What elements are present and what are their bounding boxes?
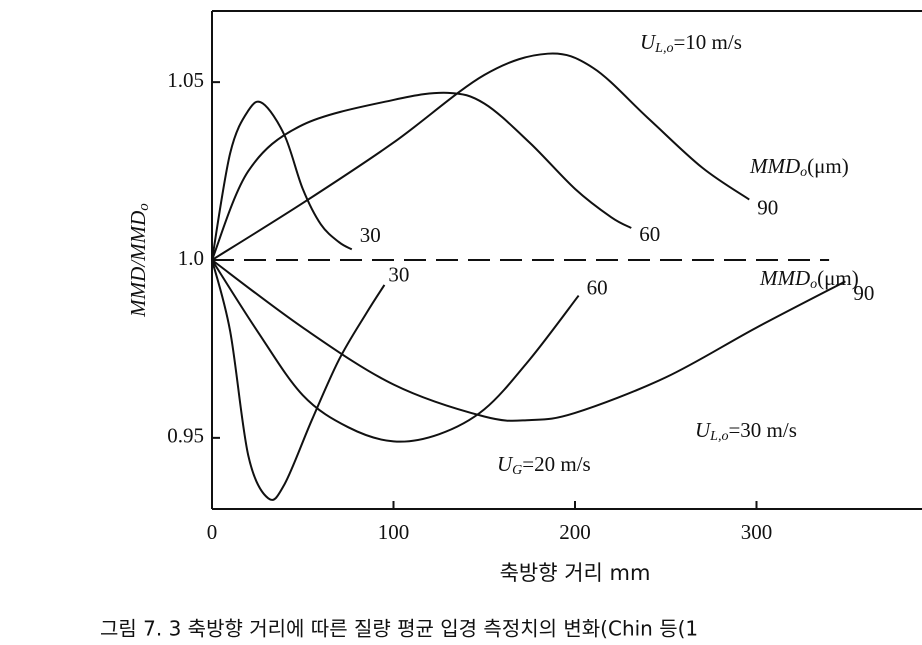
series-line: [211, 100, 353, 261]
annotation-main: MMD: [749, 154, 800, 178]
series-label: 60: [639, 222, 660, 246]
series-label: 30: [388, 263, 409, 287]
annotation-sub: o: [810, 277, 817, 292]
x-tick-label: 100: [378, 520, 410, 544]
x-tick-label: 300: [741, 520, 773, 544]
annotation-main: U: [640, 30, 657, 54]
series-label: 90: [853, 281, 874, 305]
annotation: UL,o=30 m/s: [695, 418, 797, 444]
series-label: 30: [360, 223, 381, 247]
y-axis-label: MMD/MMDo: [126, 203, 153, 318]
y-label-main: MMD/MMD: [126, 211, 150, 318]
annotation-rest: =30 m/s: [728, 418, 796, 442]
series-label: 90: [757, 195, 778, 219]
annotation-sub: G: [512, 463, 522, 478]
series-line: [211, 259, 846, 422]
annotation: MMDo(μm): [749, 154, 849, 180]
y-tick-label: 1.0: [178, 246, 204, 270]
series-line: [211, 52, 750, 261]
annotation: UG=20 m/s: [497, 452, 591, 478]
annotation-main: MMD: [759, 266, 810, 290]
annotation-main: U: [497, 452, 514, 476]
x-tick-label: 0: [207, 520, 218, 544]
series-line: [211, 259, 386, 501]
annotation-sub: L,o: [654, 41, 673, 56]
x-tick-label: 200: [559, 520, 591, 544]
series-line: [211, 259, 580, 443]
y-label-sub: o: [136, 203, 152, 211]
y-tick-label: 1.05: [167, 68, 204, 92]
x-axis-label: 축방향 거리 mm: [500, 561, 651, 585]
y-tick-label: 0.95: [167, 424, 204, 448]
annotation-rest: =10 m/s: [673, 30, 741, 54]
annotation-rest: (μm): [817, 266, 859, 290]
caption: 그림 7. 3 축방향 거리에 따른 질량 평균 입경 측정치의 변화(Chin…: [100, 617, 698, 641]
annotation: MMDo(μm): [759, 266, 859, 292]
series-label: 60: [587, 275, 608, 299]
annotation-rest: (μm): [807, 154, 849, 178]
annotation: UL,o=10 m/s: [640, 30, 742, 56]
annotation-sub: L,o: [709, 429, 728, 444]
annotation-rest: =20 m/s: [522, 452, 590, 476]
annotation-main: U: [695, 418, 712, 442]
annotation-sub: o: [800, 165, 807, 180]
